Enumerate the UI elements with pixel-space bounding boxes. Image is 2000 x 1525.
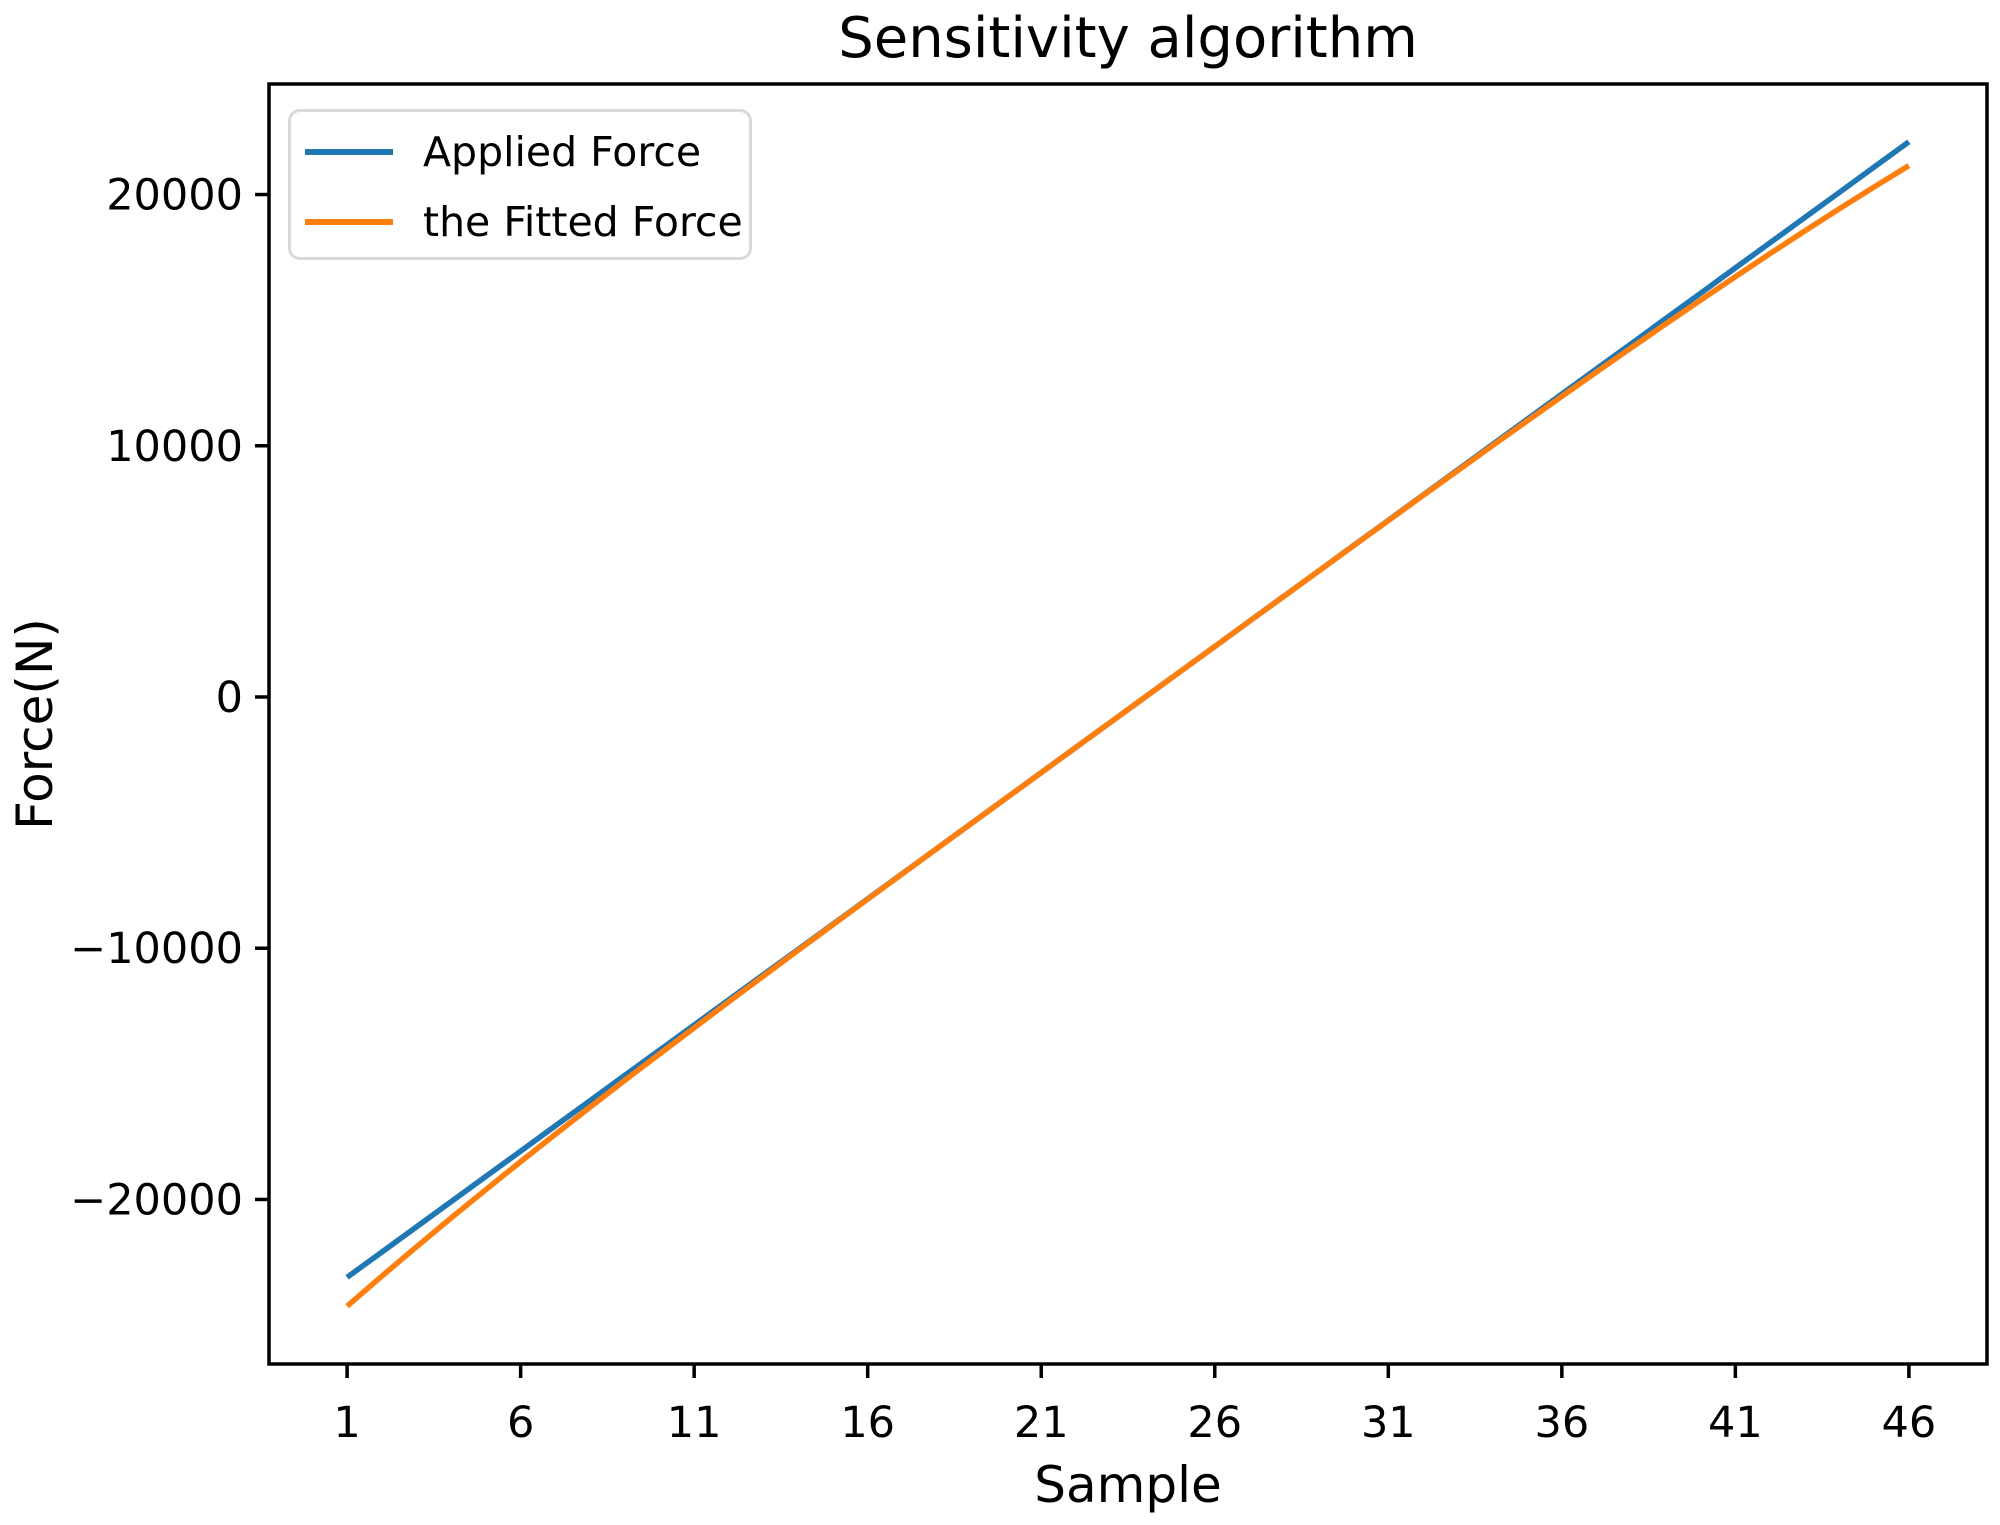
x-tick-label: 1 bbox=[333, 1398, 360, 1448]
x-tick-label: 41 bbox=[1708, 1398, 1763, 1448]
y-tick-label: −20000 bbox=[70, 1175, 243, 1225]
x-tick-label: 36 bbox=[1534, 1398, 1589, 1448]
y-tick-label: 20000 bbox=[106, 171, 243, 221]
x-tick-label: 46 bbox=[1882, 1398, 1937, 1448]
y-tick-label: −10000 bbox=[70, 924, 243, 974]
x-tick-label: 6 bbox=[507, 1398, 534, 1448]
x-tick-label: 26 bbox=[1187, 1398, 1242, 1448]
x-tick-label: 31 bbox=[1361, 1398, 1416, 1448]
legend-item-applied-force: Applied Force bbox=[305, 117, 749, 187]
x-tick-label: 11 bbox=[667, 1398, 722, 1448]
legend-line-swatch-fitted-force bbox=[305, 219, 393, 225]
y-axis-label: Force(N) bbox=[6, 618, 64, 830]
chart-title: Sensitivity algorithm bbox=[838, 6, 1418, 71]
plot-area: 1 6 11 16 21 26 31 36 41 4620000100000−10000−2000… bbox=[70, 82, 1989, 1448]
y-tick-label: 10000 bbox=[106, 422, 243, 472]
legend-item-fitted-force: the Fitted Force bbox=[305, 187, 749, 257]
legend-line-swatch-applied-force bbox=[305, 149, 393, 155]
y-tick-label: 0 bbox=[216, 673, 243, 723]
plot-border bbox=[267, 82, 1989, 1366]
legend: Applied Force the Fitted Force bbox=[288, 109, 752, 260]
legend-label-fitted-force: the Fitted Force bbox=[423, 197, 743, 246]
legend-label-applied-force: Applied Force bbox=[423, 127, 702, 176]
series-line-fitted-force bbox=[345, 163, 1911, 1309]
x-tick-label: 21 bbox=[1014, 1398, 1069, 1448]
x-tick-label: 16 bbox=[840, 1398, 895, 1448]
x-axis-label: Sample bbox=[1034, 1456, 1221, 1514]
